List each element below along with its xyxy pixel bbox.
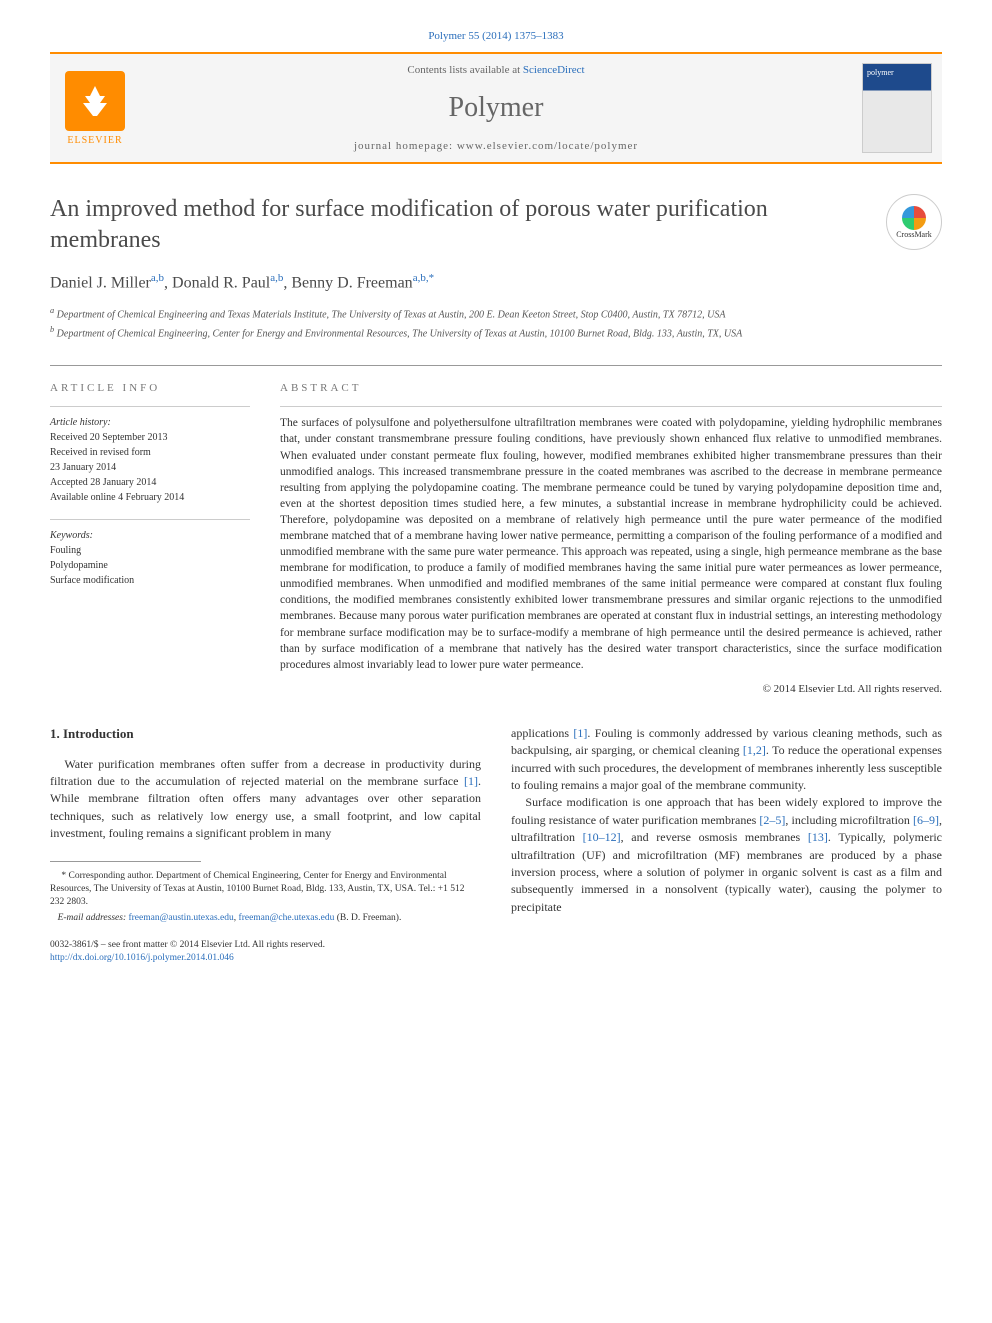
history-block: Article history: Received 20 September 2… [50,406,250,505]
ref-6-9-link[interactable]: [6–9] [913,813,939,827]
title-row: An improved method for surface modificat… [50,194,942,256]
affiliations: a Department of Chemical Engineering and… [50,305,942,342]
crossmark-icon [902,206,926,230]
cover-thumbnail: polymer [862,63,932,153]
right-column: applications [1]. Fouling is commonly ad… [511,725,942,966]
accepted-line: Accepted 28 January 2014 [50,475,250,490]
right-p2-d: , and reverse osmosis membranes [621,830,808,844]
crossmark-badge[interactable]: CrossMark [886,194,942,250]
bottom-publication-line: 0032-3861/$ – see front matter © 2014 El… [50,939,481,966]
author-2-affil: a,b [270,272,283,284]
author-1-affil: a,b [151,272,164,284]
affiliation-a: a Department of Chemical Engineering and… [50,305,942,322]
journal-cover[interactable]: polymer [852,54,942,162]
keyword-2: Polydopamine [50,558,250,573]
journal-name: Polymer [150,92,842,124]
elsevier-tree-icon [65,71,125,131]
author-1[interactable]: Daniel J. Miller [50,275,151,292]
footnotes: * Corresponding author. Department of Ch… [50,870,481,925]
history-label: Article history: [50,415,250,430]
online-line: Available online 4 February 2014 [50,490,250,505]
article-title: An improved method for surface modificat… [50,194,866,256]
ref-1b-link[interactable]: [1] [573,726,587,740]
revised-date: 23 January 2014 [50,460,250,475]
abstract-col: ABSTRACT The surfaces of polysulfone and… [280,382,942,695]
abstract-heading: ABSTRACT [280,382,942,394]
article-info-heading: ARTICLE INFO [50,382,250,394]
right-p1: applications [1]. Fouling is commonly ad… [511,725,942,795]
intro-p1: Water purification membranes often suffe… [50,756,481,843]
section-1-heading: 1. Introduction [50,725,481,744]
publisher-logo[interactable]: ELSEVIER [50,54,140,162]
keyword-3: Surface modification [50,573,250,588]
keywords-label: Keywords: [50,528,250,543]
received-line: Received 20 September 2013 [50,430,250,445]
journal-header-center: Contents lists available at ScienceDirec… [140,54,852,162]
ref-10-12-link[interactable]: [10–12] [583,830,621,844]
affiliation-b: b Department of Chemical Engineering, Ce… [50,324,942,341]
left-column: 1. Introduction Water purification membr… [50,725,481,966]
ref-1-link[interactable]: [1] [464,774,478,788]
doi-link[interactable]: http://dx.doi.org/10.1016/j.polymer.2014… [50,952,481,965]
corresponding-author-note: * Corresponding author. Department of Ch… [50,870,481,910]
info-abstract-row: ARTICLE INFO Article history: Received 2… [50,365,942,695]
author-3[interactable]: Benny D. Freeman [291,275,412,292]
homepage-line: journal homepage: www.elsevier.com/locat… [150,140,842,152]
email-2[interactable]: freeman@che.utexas.edu [239,913,335,923]
citation-line: Polymer 55 (2014) 1375–1383 [50,30,942,42]
email-label: E-mail addresses: [58,913,127,923]
ref-2-5-link[interactable]: [2–5] [759,813,785,827]
article-info-col: ARTICLE INFO Article history: Received 2… [50,382,250,695]
author-2[interactable]: Donald R. Paul [172,275,270,292]
crossmark-label: CrossMark [896,230,932,239]
abstract-text: The surfaces of polysulfone and polyethe… [280,406,942,673]
journal-header: ELSEVIER Contents lists available at Sci… [50,52,942,164]
contents-line: Contents lists available at ScienceDirec… [150,64,842,76]
right-p2: Surface modification is one approach tha… [511,794,942,916]
keywords-block: Keywords: Fouling Polydopamine Surface m… [50,519,250,588]
email-1[interactable]: freeman@austin.utexas.edu [128,913,233,923]
homepage-url[interactable]: www.elsevier.com/locate/polymer [457,140,638,152]
sciencedirect-link[interactable]: ScienceDirect [523,64,585,76]
email-line: E-mail addresses: freeman@austin.utexas.… [50,912,481,925]
abstract-copyright: © 2014 Elsevier Ltd. All rights reserved… [280,683,942,695]
revised-label: Received in revised form [50,445,250,460]
affiliation-b-text: Department of Chemical Engineering, Cent… [57,328,743,339]
keyword-1: Fouling [50,543,250,558]
intro-p1-a: Water purification membranes often suffe… [50,757,481,788]
affiliation-a-text: Department of Chemical Engineering and T… [57,309,726,320]
elsevier-label: ELSEVIER [67,135,122,146]
issn-line: 0032-3861/$ – see front matter © 2014 El… [50,939,481,952]
homepage-label: journal homepage: [354,140,457,152]
author-3-affil: a,b,* [413,272,434,284]
email-suffix: (B. D. Freeman). [337,913,402,923]
ref-12-link[interactable]: [1,2] [743,743,766,757]
page-container: Polymer 55 (2014) 1375–1383 ELSEVIER Con… [0,0,992,995]
body-columns: 1. Introduction Water purification membr… [50,725,942,966]
authors-line: Daniel J. Millera,b, Donald R. Paula,b, … [50,272,942,292]
right-p2-b: , including microfiltration [785,813,913,827]
contents-prefix: Contents lists available at [407,64,522,76]
right-p1-a: applications [511,726,573,740]
footnote-separator [50,861,201,862]
ref-13-link[interactable]: [13] [808,830,828,844]
